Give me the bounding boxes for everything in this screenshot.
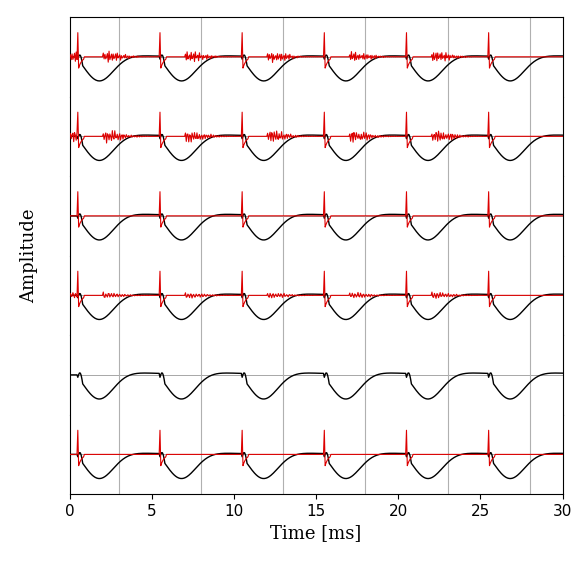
Text: Amplitude: Amplitude bbox=[20, 208, 38, 303]
X-axis label: Time [ms]: Time [ms] bbox=[270, 524, 362, 542]
